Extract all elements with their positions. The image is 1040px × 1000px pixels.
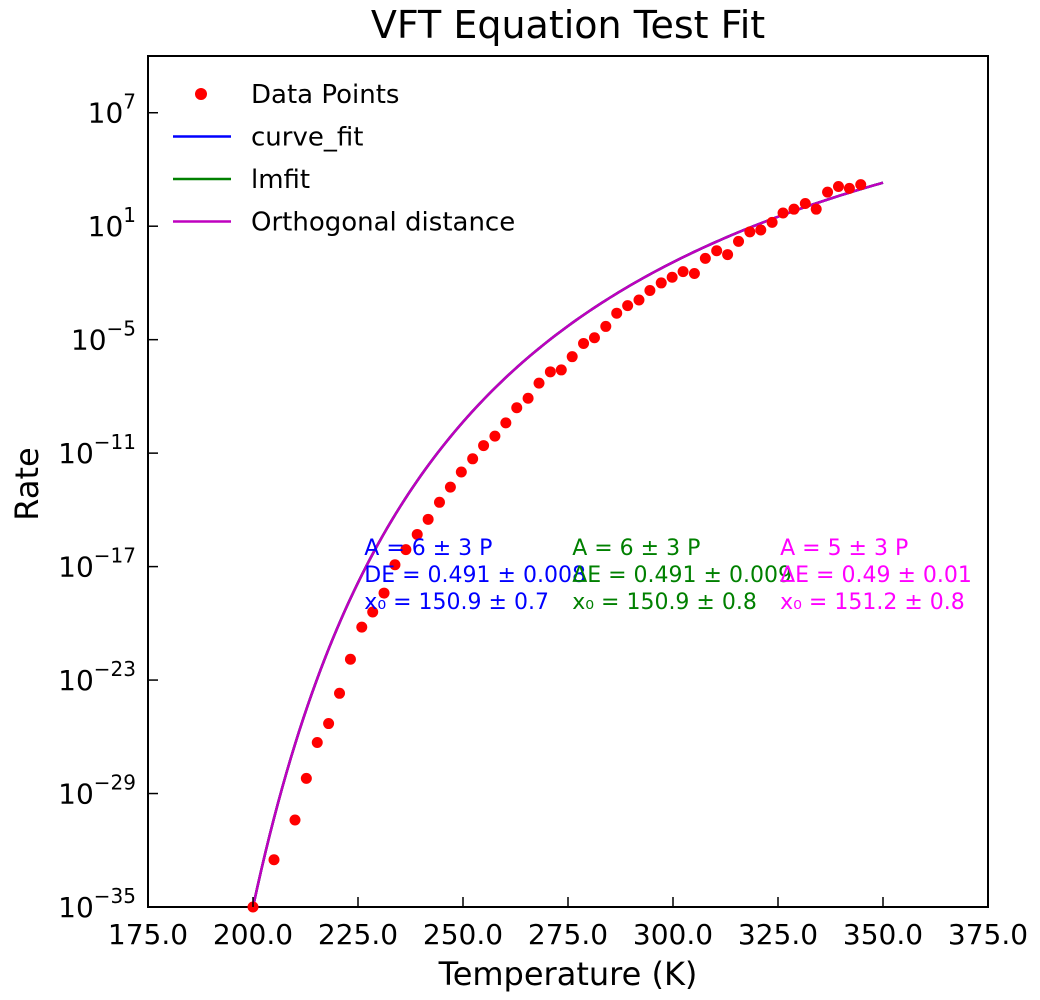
data-point — [489, 430, 501, 442]
data-point — [444, 481, 456, 493]
data-point — [389, 559, 401, 571]
y-tick-label: 10−17 — [58, 544, 136, 584]
data-point — [544, 366, 556, 378]
x-tick-label: 350.0 — [843, 918, 923, 951]
data-point — [356, 621, 368, 633]
data-point — [555, 364, 567, 376]
data-point — [633, 294, 645, 306]
data-point — [711, 245, 723, 257]
data-point — [566, 351, 578, 363]
fit-annotation-line: x₀ = 150.9 ± 0.8 — [572, 590, 757, 615]
fit-annotation-line: A = 6 ± 3 P — [364, 536, 492, 561]
y-axis-label: Rate — [8, 447, 46, 520]
data-point — [411, 528, 423, 540]
chart-title: VFT Equation Test Fit — [371, 3, 765, 47]
data-point — [323, 718, 335, 730]
data-point — [843, 182, 855, 194]
fit-annotation-line: A = 5 ± 3 P — [780, 536, 908, 561]
data-point — [622, 300, 634, 312]
y-tick-label: 10−29 — [58, 771, 136, 811]
data-point — [378, 587, 390, 599]
y-tick-label: 10−35 — [58, 884, 136, 924]
legend-label: curve_fit — [251, 123, 363, 153]
data-point — [367, 606, 379, 618]
data-point — [588, 332, 600, 344]
data-point — [400, 544, 412, 556]
data-point — [511, 402, 523, 414]
data-point — [433, 496, 445, 508]
data-point — [799, 198, 811, 210]
data-point — [677, 266, 689, 278]
legend-label: Data Points — [251, 80, 399, 110]
data-point — [810, 203, 822, 215]
data-points — [247, 179, 867, 913]
x-tick-label: 200.0 — [213, 918, 293, 951]
x-tick-label: 375.0 — [948, 918, 1028, 951]
data-point — [655, 277, 667, 289]
data-point — [578, 337, 590, 349]
fit-annotation-line: A = 6 ± 3 P — [572, 536, 700, 561]
data-point — [344, 653, 356, 665]
data-point — [611, 307, 623, 319]
data-point — [533, 377, 545, 389]
data-point — [822, 186, 834, 198]
data-point — [733, 235, 745, 247]
data-point — [334, 687, 346, 699]
fit-annotation-line: DE = 0.491 ± 0.008 — [364, 563, 586, 588]
x-axis-ticks: 175.0 200.0 225.0 250.0 275.0 300.0 325.0 350.0… — [108, 897, 1028, 951]
x-axis-label: Temperature (K) — [438, 955, 698, 993]
x-tick-label: 300.0 — [633, 918, 713, 951]
data-point — [688, 267, 700, 279]
data-point — [455, 466, 467, 478]
data-point — [855, 179, 867, 191]
data-point — [300, 772, 312, 784]
x-tick-label: 175.0 — [108, 918, 188, 951]
legend-marker — [195, 88, 207, 100]
fit-annotation-line: x₀ = 151.2 ± 0.8 — [780, 590, 965, 615]
data-point — [755, 224, 767, 236]
fit-annotation-line: x₀ = 150.9 ± 0.7 — [364, 590, 549, 615]
x-tick-label: 225.0 — [318, 918, 398, 951]
y-tick-label: 10−23 — [58, 657, 136, 697]
data-point — [289, 814, 301, 826]
data-point — [422, 513, 434, 525]
data-point — [311, 736, 323, 748]
legend-label: lmfit — [251, 165, 310, 195]
y-tick-label: 107 — [88, 90, 136, 130]
data-point — [268, 854, 280, 866]
y-axis-ticks: 10−35 10−29 10−23 10−17 10−11 10−5 101 107 — [58, 90, 158, 924]
orthogonal-distance-line — [251, 181, 884, 908]
fit-annotation-line: ΔE = 0.49 ± 0.01 — [780, 563, 972, 588]
data-point — [467, 453, 479, 465]
data-point — [522, 392, 534, 404]
data-point — [766, 216, 778, 228]
y-tick-label: 101 — [88, 203, 136, 243]
x-tick-label: 250.0 — [423, 918, 503, 951]
data-point — [699, 252, 711, 264]
data-point — [600, 320, 612, 332]
x-tick-label: 325.0 — [738, 918, 818, 951]
x-tick-label: 275.0 — [528, 918, 608, 951]
legend-label: Orthogonal distance — [251, 208, 515, 238]
data-point — [777, 207, 789, 219]
fit-annotation-line: ΔE = 0.491 ± 0.009 — [572, 563, 792, 588]
data-point — [478, 440, 490, 452]
data-point — [832, 180, 844, 192]
data-point — [666, 271, 678, 283]
data-point — [744, 226, 756, 238]
fit-curves — [251, 181, 884, 908]
data-point — [722, 249, 734, 261]
data-point — [500, 417, 512, 429]
y-tick-label: 10−11 — [58, 430, 136, 470]
y-tick-label: 10−5 — [71, 317, 136, 357]
data-point — [788, 203, 800, 215]
data-point — [644, 284, 656, 296]
